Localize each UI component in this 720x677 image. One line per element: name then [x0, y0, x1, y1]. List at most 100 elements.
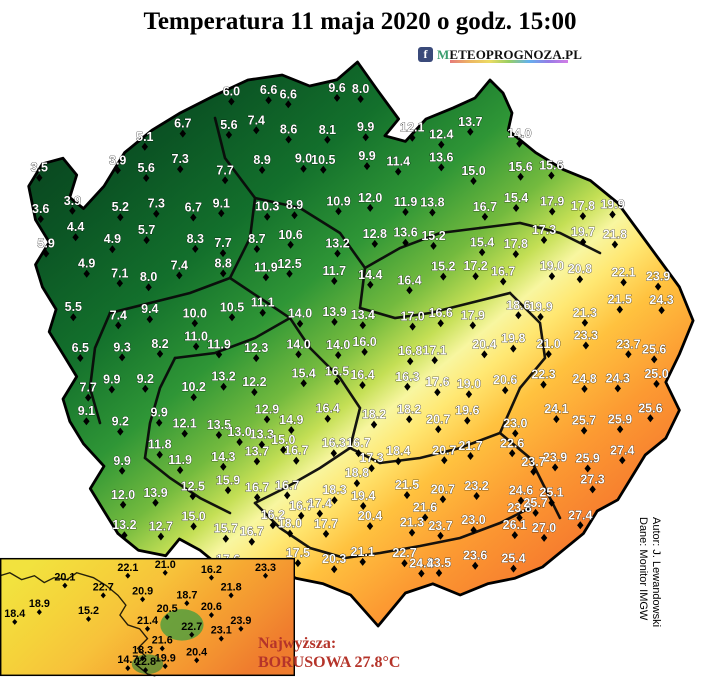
- svg-text:17.9: 17.9: [461, 308, 485, 322]
- svg-text:17.3: 17.3: [359, 451, 383, 465]
- svg-text:23.7: 23.7: [616, 337, 640, 351]
- svg-text:9.3: 9.3: [113, 340, 130, 354]
- svg-text:14.0: 14.0: [326, 338, 350, 352]
- svg-text:13.6: 13.6: [429, 150, 453, 164]
- svg-text:22.6: 22.6: [500, 436, 524, 450]
- svg-text:16.7: 16.7: [275, 478, 299, 492]
- svg-text:3.6: 3.6: [32, 202, 49, 216]
- svg-text:5.6: 5.6: [220, 118, 237, 132]
- svg-text:18.4: 18.4: [386, 444, 410, 458]
- svg-text:15.4: 15.4: [470, 235, 494, 249]
- svg-text:21.1: 21.1: [351, 545, 375, 559]
- svg-text:23.9: 23.9: [646, 270, 670, 284]
- svg-text:25.4: 25.4: [501, 552, 525, 566]
- svg-text:20.7: 20.7: [426, 412, 450, 426]
- svg-text:27.4: 27.4: [610, 443, 634, 457]
- svg-text:13.9: 13.9: [143, 486, 167, 500]
- svg-text:7.4: 7.4: [110, 308, 127, 322]
- svg-text:10.0: 10.0: [183, 306, 207, 320]
- svg-text:13.0: 13.0: [227, 425, 251, 439]
- svg-text:14.0: 14.0: [288, 307, 312, 321]
- svg-text:14.0: 14.0: [286, 337, 310, 351]
- svg-text:7.7: 7.7: [216, 163, 233, 177]
- svg-text:20.9: 20.9: [132, 585, 153, 597]
- svg-text:17.9: 17.9: [540, 195, 564, 209]
- svg-text:16.8: 16.8: [398, 344, 422, 358]
- svg-text:24.3: 24.3: [649, 293, 673, 307]
- svg-text:21.0: 21.0: [155, 559, 176, 571]
- svg-text:7.1: 7.1: [111, 266, 128, 280]
- svg-text:21.3: 21.3: [573, 306, 597, 320]
- svg-text:25.7: 25.7: [572, 414, 596, 428]
- svg-text:14.3: 14.3: [211, 450, 235, 464]
- svg-text:27.4: 27.4: [568, 508, 592, 522]
- svg-text:6.0: 6.0: [223, 85, 240, 99]
- svg-text:15.4: 15.4: [504, 191, 528, 205]
- svg-text:9.0: 9.0: [295, 152, 312, 166]
- svg-text:5.5: 5.5: [65, 300, 82, 314]
- svg-text:10.2: 10.2: [182, 380, 206, 394]
- svg-text:23.7: 23.7: [428, 519, 452, 533]
- svg-text:19.7: 19.7: [571, 225, 595, 239]
- svg-text:25.6: 25.6: [642, 342, 666, 356]
- svg-text:16.2: 16.2: [201, 564, 222, 576]
- svg-text:9.9: 9.9: [113, 454, 130, 468]
- svg-text:20.5: 20.5: [157, 603, 178, 615]
- svg-text:21.0: 21.0: [536, 337, 560, 351]
- svg-text:20.1: 20.1: [54, 572, 75, 584]
- svg-text:17.8: 17.8: [504, 237, 528, 251]
- svg-text:17.8: 17.8: [571, 199, 595, 213]
- svg-text:5.9: 5.9: [37, 237, 54, 251]
- svg-text:11.4: 11.4: [386, 155, 410, 169]
- svg-text:10.5: 10.5: [220, 300, 244, 314]
- svg-text:18.2: 18.2: [362, 408, 386, 422]
- svg-text:16.6: 16.6: [429, 306, 453, 320]
- svg-text:10.3: 10.3: [255, 200, 279, 214]
- svg-text:7.7: 7.7: [214, 236, 231, 250]
- svg-text:9.9: 9.9: [151, 406, 168, 420]
- svg-text:14.0: 14.0: [507, 127, 531, 141]
- svg-text:21.6: 21.6: [152, 635, 173, 647]
- svg-text:11.9: 11.9: [168, 453, 192, 467]
- svg-text:23.9: 23.9: [230, 615, 251, 627]
- svg-text:19.0: 19.0: [457, 377, 481, 391]
- svg-text:10.9: 10.9: [326, 194, 350, 208]
- svg-text:16.4: 16.4: [350, 368, 374, 382]
- svg-text:11.0: 11.0: [184, 330, 208, 344]
- svg-text:22.3: 22.3: [531, 368, 555, 382]
- svg-text:11.9: 11.9: [254, 260, 278, 274]
- svg-text:21.8: 21.8: [603, 228, 627, 242]
- svg-text:15.7: 15.7: [214, 522, 238, 536]
- svg-text:18.9: 18.9: [29, 598, 50, 610]
- svg-text:6.6: 6.6: [260, 83, 277, 97]
- svg-text:18.3: 18.3: [322, 483, 346, 497]
- svg-text:18.8: 18.8: [345, 466, 369, 480]
- svg-text:23.1: 23.1: [211, 625, 232, 637]
- svg-text:16.2: 16.2: [261, 508, 285, 522]
- svg-text:20.4: 20.4: [186, 646, 207, 658]
- svg-text:22.1: 22.1: [611, 265, 635, 279]
- svg-text:13.2: 13.2: [325, 237, 349, 251]
- svg-text:4.9: 4.9: [104, 232, 121, 246]
- svg-text:16.7: 16.7: [346, 436, 370, 450]
- svg-text:5.2: 5.2: [112, 200, 129, 214]
- svg-text:21.3: 21.3: [400, 516, 424, 530]
- svg-text:12.2: 12.2: [242, 375, 266, 389]
- svg-text:16.7: 16.7: [491, 265, 515, 279]
- svg-text:23.9: 23.9: [543, 450, 567, 464]
- svg-text:22.7: 22.7: [181, 621, 202, 633]
- svg-text:19.9: 19.9: [155, 652, 176, 664]
- svg-text:8.9: 8.9: [253, 153, 270, 167]
- svg-text:22.1: 22.1: [117, 562, 138, 574]
- svg-text:15.4: 15.4: [292, 366, 316, 380]
- svg-text:23.0: 23.0: [503, 416, 527, 430]
- svg-text:7.3: 7.3: [172, 152, 189, 166]
- svg-text:23.2: 23.2: [464, 479, 488, 493]
- svg-text:16.4: 16.4: [397, 273, 421, 287]
- svg-text:16.5: 16.5: [325, 364, 349, 378]
- svg-text:17.3: 17.3: [532, 223, 556, 237]
- svg-text:13.6: 13.6: [393, 226, 417, 240]
- svg-text:13.7: 13.7: [458, 115, 482, 129]
- svg-text:13.2: 13.2: [211, 370, 235, 384]
- svg-text:15.2: 15.2: [78, 605, 99, 617]
